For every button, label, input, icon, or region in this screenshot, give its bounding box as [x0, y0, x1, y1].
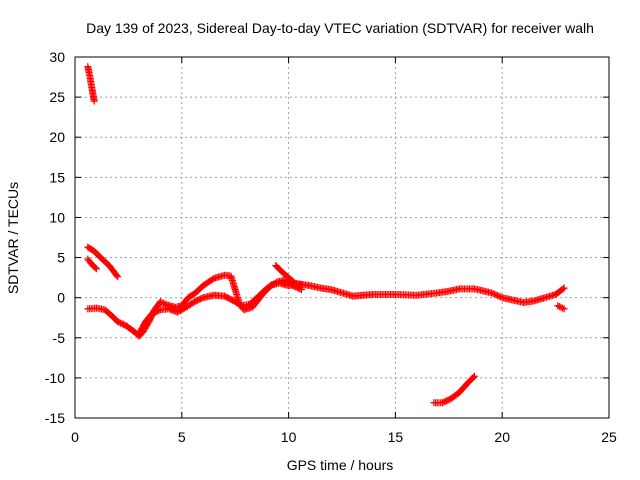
data-point	[555, 302, 563, 310]
data-point	[494, 292, 502, 300]
data-point	[495, 292, 503, 300]
data-point	[90, 97, 98, 105]
y-axis-label: SDTVAR / TECUs	[5, 182, 21, 294]
y-tick-label: 15	[49, 169, 65, 185]
data-point	[92, 265, 100, 273]
x-tick-label: 5	[178, 429, 186, 445]
data-point	[113, 272, 121, 280]
data-point	[469, 373, 477, 381]
x-axis-label: GPS time / hours	[287, 457, 394, 473]
data-point	[560, 305, 568, 313]
data-point	[491, 290, 499, 298]
data-point	[160, 299, 168, 307]
x-tick-label: 25	[601, 429, 617, 445]
data-point	[492, 291, 500, 299]
data-point	[470, 372, 478, 380]
y-tick-label: 0	[57, 290, 65, 306]
data-point	[559, 304, 567, 312]
data-marks	[84, 63, 568, 407]
y-tick-label: -15	[45, 410, 65, 426]
y-tick-label: 5	[57, 250, 65, 266]
data-point	[297, 281, 305, 289]
data-point	[91, 264, 99, 272]
y-tick-label: -10	[45, 370, 65, 386]
data-point	[114, 273, 122, 281]
data-point	[155, 306, 163, 314]
data-point	[488, 289, 496, 297]
x-tick-label: 15	[388, 429, 404, 445]
x-tick-label: 0	[71, 429, 79, 445]
y-tick-label: 30	[49, 49, 65, 65]
x-tick-label: 10	[281, 429, 297, 445]
data-point	[156, 298, 164, 306]
data-point	[273, 278, 281, 286]
chart-title: Day 139 of 2023, Sidereal Day-to-day VTE…	[86, 20, 594, 36]
y-tick-label: -5	[53, 330, 66, 346]
data-point	[158, 298, 166, 306]
axis-ticks: 0 5 10 15 20 25 -15 -10 -5 0 5 10 15 20 25 30	[45, 49, 617, 445]
data-point	[198, 294, 206, 302]
data-point	[559, 285, 567, 293]
y-tick-label: 10	[49, 209, 65, 225]
plot-frame	[74, 56, 610, 419]
data-point	[489, 290, 497, 298]
data-point	[560, 284, 568, 292]
y-tick-label: 20	[49, 129, 65, 145]
x-tick-label: 20	[494, 429, 510, 445]
y-tick-label: 25	[49, 89, 65, 105]
data-point	[554, 302, 562, 310]
data-point	[497, 293, 505, 301]
data-point	[557, 303, 565, 311]
grid-lines	[75, 57, 609, 418]
